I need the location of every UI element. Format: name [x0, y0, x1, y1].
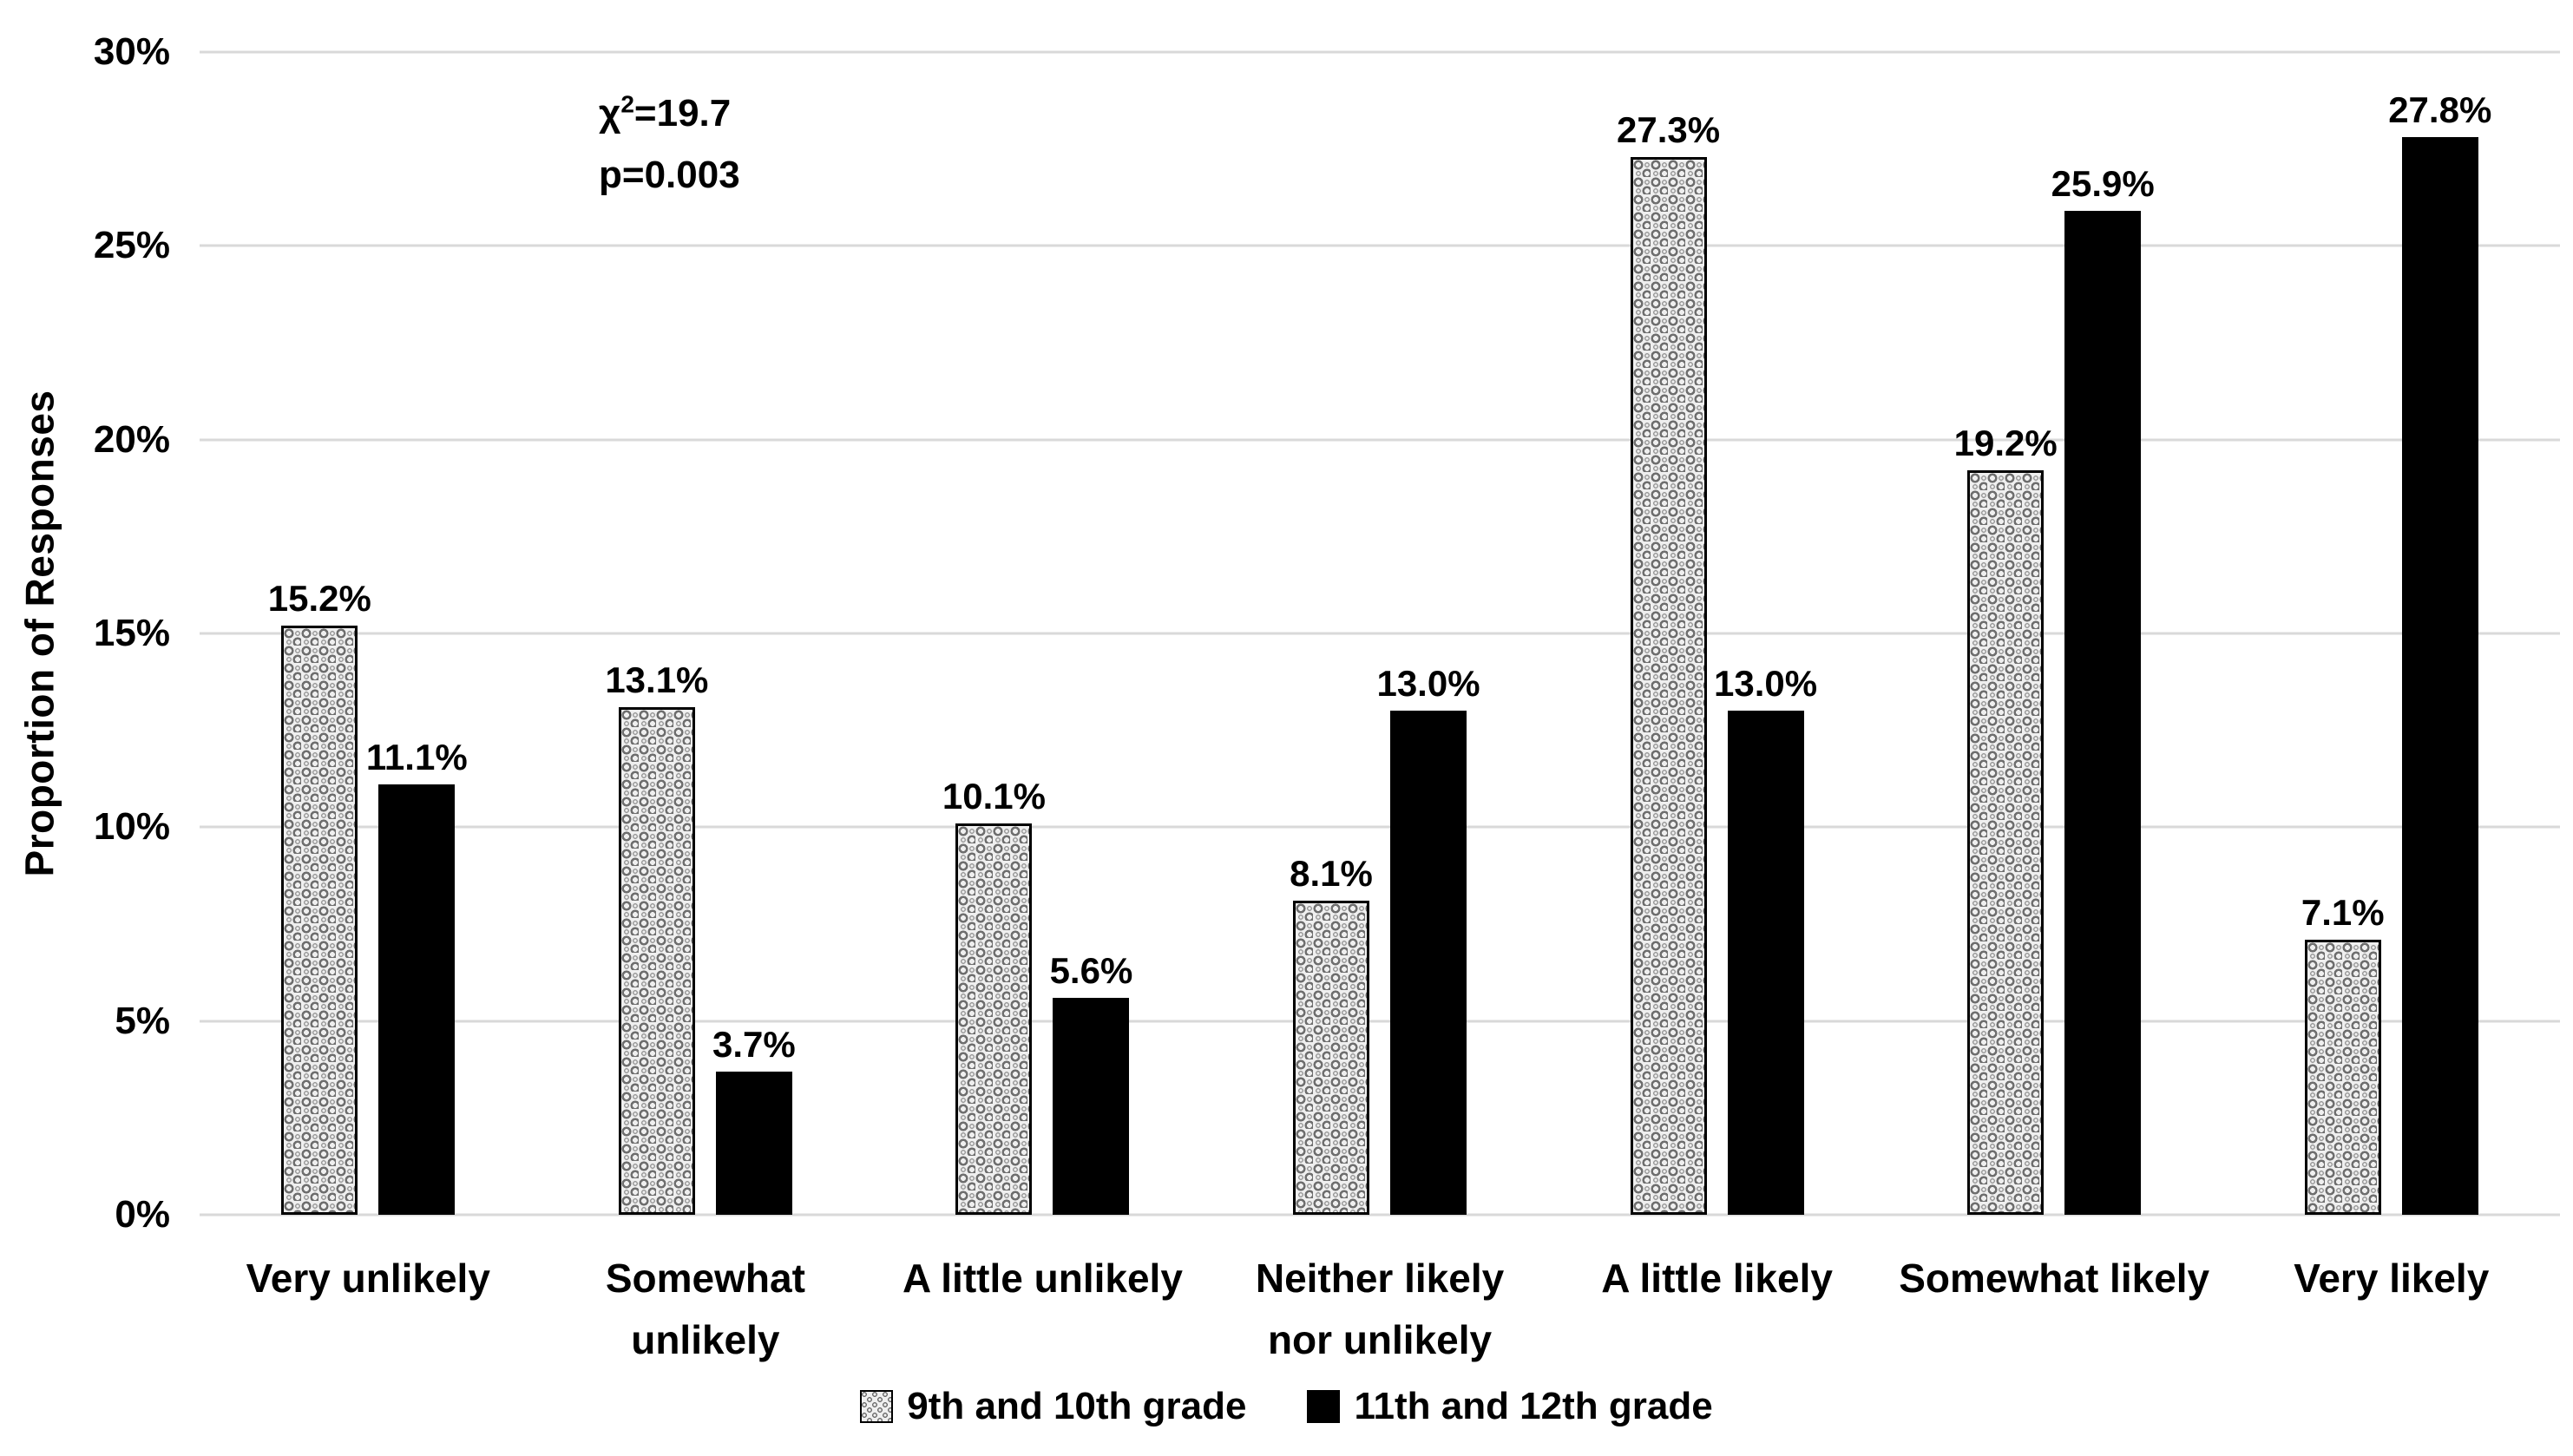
- bar-with-label: 10.1%: [942, 52, 1046, 1215]
- data-label: 11.1%: [365, 737, 468, 778]
- x-axis-label: Very likely: [2294, 1256, 2490, 1301]
- bar-group: 15.2% 11.1%: [200, 52, 537, 1215]
- bar-group: 10.1% 5.6%: [874, 52, 1211, 1215]
- data-label: 19.2%: [1953, 423, 2058, 464]
- legend-item-11th-12th-grade: 11th and 12th grade: [1307, 1385, 1713, 1428]
- chi-square-annotation: χ2=19.7 p=0.003: [599, 82, 740, 207]
- bar-11th-12th-grade: [2064, 211, 2142, 1215]
- bar-with-label: 19.2%: [1954, 52, 2058, 1215]
- bar-11th-12th-grade: [1053, 997, 1130, 1215]
- x-axis-label: Very unlikely: [246, 1256, 490, 1301]
- y-tick-label: 15%: [93, 612, 170, 654]
- bar-with-label: 5.6%: [1050, 52, 1132, 1215]
- x-axis-label: Somewhat unlikely: [605, 1256, 805, 1363]
- bar-with-label: 7.1%: [2301, 52, 2385, 1215]
- x-axis-label: Neither likely nor unlikely: [1255, 1256, 1505, 1363]
- gridline: [200, 438, 2560, 442]
- bar-groups: 15.2% 11.1% 13.1% 3.7% 10.1% 5.6% 8.1% 13.0% 27.…: [200, 52, 2560, 1215]
- y-tick-label: 20%: [93, 417, 170, 461]
- gridline: [200, 632, 2560, 635]
- bar-group: 13.1% 3.7%: [537, 52, 875, 1215]
- x-axis-label: A little likely: [1601, 1256, 1833, 1301]
- y-axis-labels: 0% 5% 10% 15% 20% 25% 30%: [52, 30, 182, 1236]
- bar-with-label: 13.0%: [1376, 52, 1480, 1215]
- data-label: 13.0%: [1376, 663, 1480, 705]
- y-tick-label: 0%: [115, 1193, 170, 1236]
- data-label: 5.6%: [1049, 949, 1133, 991]
- x-axis-label: Somewhat likely: [1899, 1256, 2210, 1301]
- data-label: 13.1%: [605, 659, 709, 700]
- bar-with-label: 27.8%: [2388, 52, 2491, 1215]
- legend-label: 11th and 12th grade: [1354, 1385, 1713, 1427]
- bar-11th-12th-grade: [1390, 711, 1467, 1215]
- data-label: 27.3%: [1617, 108, 1721, 150]
- bar-group: 8.1% 13.0%: [1211, 52, 1549, 1215]
- bar-9th-10th-grade: [955, 823, 1033, 1215]
- bar-9th-10th-grade: [281, 626, 358, 1215]
- data-label: 27.8%: [2388, 89, 2492, 131]
- bar-9th-10th-grade: [2304, 939, 2381, 1215]
- bar-9th-10th-grade: [1293, 901, 1370, 1215]
- bar-11th-12th-grade: [2401, 137, 2478, 1215]
- bar-11th-12th-grade: [378, 784, 456, 1215]
- bar-11th-12th-grade: [715, 1071, 792, 1215]
- bar-with-label: 13.1%: [605, 52, 708, 1215]
- data-label: 25.9%: [2051, 163, 2155, 205]
- data-label: 15.2%: [267, 578, 371, 620]
- bar-group: 27.3% 13.0%: [1548, 52, 1886, 1215]
- y-tick-label: 30%: [93, 30, 170, 73]
- gridline: [200, 244, 2560, 247]
- bar-9th-10th-grade: [1967, 470, 2045, 1215]
- data-label: 10.1%: [942, 775, 1046, 817]
- data-label: 13.0%: [1714, 663, 1818, 705]
- bar-with-label: 11.1%: [366, 52, 468, 1215]
- legend-label: 9th and 10th grade: [907, 1385, 1247, 1427]
- bar-11th-12th-grade: [1727, 711, 1804, 1215]
- bar-9th-10th-grade: [1630, 156, 1707, 1215]
- bar-9th-10th-grade: [618, 706, 695, 1215]
- data-label: 8.1%: [1290, 853, 1373, 895]
- bar-with-label: 27.3%: [1617, 52, 1720, 1215]
- bar-with-label: 8.1%: [1290, 52, 1373, 1215]
- bar-with-label: 13.0%: [1714, 52, 1817, 1215]
- p-value-line: p=0.003: [599, 154, 740, 197]
- y-tick-label: 10%: [93, 805, 170, 849]
- gridline: [200, 825, 2560, 829]
- patterned-swatch-icon: [860, 1390, 894, 1423]
- x-axis-labels: Very unlikely Somewhat unlikely A little u…: [200, 1248, 2560, 1372]
- bar-group: 19.2% 25.9%: [1886, 52, 2223, 1215]
- x-axis-label: A little unlikely: [902, 1256, 1183, 1301]
- legend: 9th and 10th grade 11th and 12th grade: [0, 1385, 2573, 1428]
- bar-with-label: 3.7%: [712, 52, 796, 1215]
- bar-with-label: 25.9%: [2051, 52, 2155, 1215]
- chi-square-line: χ2=19.7: [599, 90, 732, 134]
- y-tick-label: 5%: [115, 999, 170, 1042]
- bar-with-label: 15.2%: [268, 52, 371, 1215]
- gridline: [200, 1020, 2560, 1023]
- data-label: 3.7%: [712, 1023, 796, 1065]
- legend-item-9th-10th-grade: 9th and 10th grade: [860, 1385, 1246, 1428]
- plot-area: 15.2% 11.1% 13.1% 3.7% 10.1% 5.6% 8.1% 13.0% 27.…: [200, 50, 2560, 1217]
- data-label: 7.1%: [2301, 891, 2385, 933]
- solid-black-swatch-icon: [1307, 1390, 1341, 1423]
- gridline: [200, 1213, 2560, 1217]
- y-tick-label: 25%: [93, 224, 170, 267]
- bar-group: 7.1% 27.8%: [2222, 52, 2560, 1215]
- gridline: [200, 50, 2560, 54]
